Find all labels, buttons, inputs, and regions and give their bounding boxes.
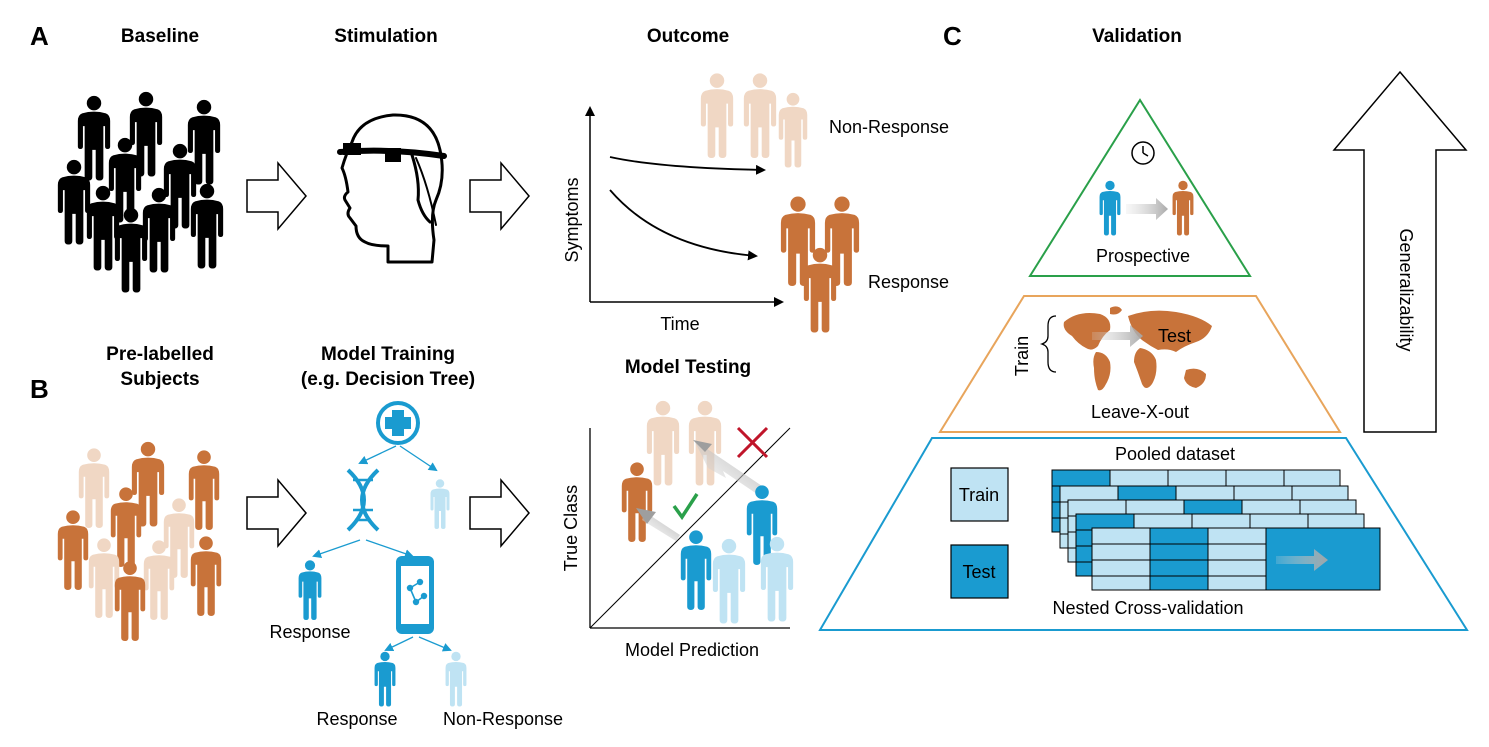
prelabelled-heading-2: Subjects	[120, 369, 199, 390]
person-icon	[88, 538, 120, 618]
legend-test-label: Test	[962, 562, 995, 582]
legend-train-box	[950, 467, 1009, 522]
response-curve	[609, 189, 758, 261]
person-icon	[621, 462, 653, 542]
panel-c-letter: C	[943, 21, 962, 51]
generalizability-label: Generalizability	[1396, 228, 1416, 351]
person-icon	[77, 95, 111, 181]
training-heading-1: Model Training	[321, 344, 455, 365]
prelabelled-heading-1: Pre-labelled	[106, 344, 214, 365]
training-heading-2: (e.g. Decision Tree)	[301, 369, 475, 390]
block-arrow-icon	[469, 160, 530, 232]
block-arrow-icon	[246, 477, 307, 549]
phone-app-icon	[396, 556, 434, 634]
person-icon	[114, 561, 146, 641]
cv-grids	[1051, 469, 1381, 591]
gray-arrow-icon	[1092, 325, 1143, 347]
legend-train-label: Train	[959, 485, 999, 505]
testing-heading: Model Testing	[625, 357, 751, 378]
person-icon	[712, 538, 746, 624]
non-response-curve	[609, 156, 766, 175]
testing-plot	[589, 400, 794, 629]
pooled-dataset-label: Pooled dataset	[1115, 444, 1235, 464]
person-icon	[143, 540, 175, 620]
train-brace	[1039, 315, 1057, 373]
time-label: Time	[660, 314, 699, 334]
person-icon	[190, 536, 222, 616]
electrode-icon	[343, 143, 361, 155]
person-icon	[190, 183, 224, 269]
response-label: Response	[868, 272, 949, 292]
person-icon	[743, 73, 777, 158]
person-icon	[298, 560, 322, 620]
train-vertical-label: Train	[1012, 336, 1032, 376]
person-icon	[374, 651, 396, 707]
true-class-label: True Class	[561, 485, 581, 571]
tree-response-bottom-label: Response	[316, 709, 397, 729]
person-icon	[142, 187, 176, 273]
block-arrow-icon	[469, 477, 530, 549]
generalizability-arrow-icon	[1332, 70, 1468, 433]
map-test-label: Test	[1158, 326, 1191, 346]
person-icon	[86, 185, 120, 271]
gray-arrow-icon	[1126, 198, 1168, 220]
tree-response-left-label: Response	[269, 622, 350, 642]
electrode-icon	[385, 148, 401, 162]
dna-icon	[346, 468, 380, 532]
panel-b-letter: B	[30, 374, 49, 404]
gray-arrow-icon	[1276, 549, 1328, 571]
symptoms-label: Symptoms	[562, 177, 582, 262]
clock-icon	[1131, 141, 1155, 165]
person-icon	[700, 73, 734, 158]
panel-a-letter: A	[30, 21, 49, 51]
tree-non-response-label: Non-Response	[443, 709, 563, 729]
person-icon	[430, 479, 450, 529]
decision-tree	[298, 401, 467, 707]
head-stimulation-icon	[337, 113, 447, 264]
person-icon	[778, 92, 808, 168]
prospective-label: Prospective	[1096, 246, 1190, 266]
world-map-icon	[1063, 306, 1212, 391]
response-group	[780, 196, 860, 333]
non-response-group	[700, 73, 808, 168]
person-icon	[680, 530, 712, 610]
outcome-heading: Outcome	[647, 26, 729, 47]
block-arrow-icon	[246, 160, 307, 232]
legend-test-box	[950, 544, 1009, 599]
stimulation-heading: Stimulation	[334, 26, 437, 47]
model-prediction-label: Model Prediction	[625, 640, 759, 660]
medical-cross-icon	[376, 401, 420, 445]
person-icon	[78, 448, 110, 528]
person-icon	[646, 400, 680, 486]
prospective-tier	[1028, 98, 1252, 277]
person-icon	[57, 510, 89, 590]
nested-cv-label: Nested Cross-validation	[1052, 598, 1243, 618]
person-icon	[445, 651, 467, 707]
validation-heading: Validation	[1092, 26, 1182, 47]
baseline-heading: Baseline	[121, 26, 199, 47]
prelabelled-crowd	[57, 441, 222, 641]
leave-x-out-label: Leave-X-out	[1091, 402, 1189, 422]
non-response-label: Non-Response	[829, 117, 949, 137]
person-icon	[803, 247, 837, 333]
baseline-crowd	[57, 91, 224, 293]
